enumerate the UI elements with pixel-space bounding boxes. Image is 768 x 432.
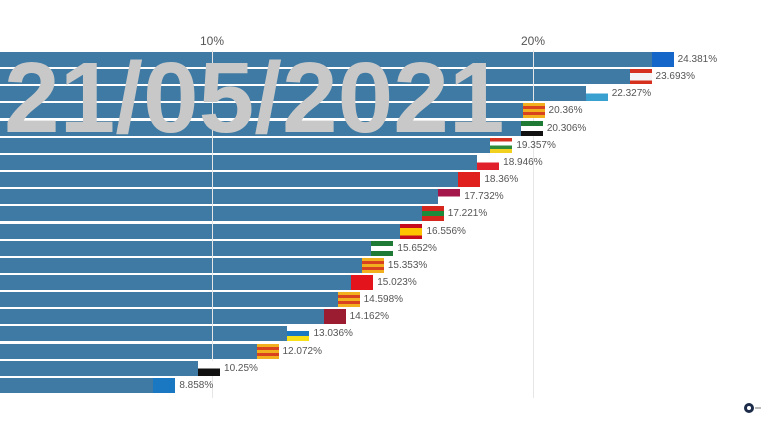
gridline [533,50,534,398]
bar [0,206,444,222]
x-tick-label: 20% [520,34,546,48]
value-label: 15.353% [387,259,428,271]
value-label: 19.357% [516,139,556,151]
la-rioja-flag-icon [490,137,513,153]
asturias-flag-icon [651,52,674,67]
canarias-flag-icon [287,326,310,342]
gridline [212,50,213,398]
value-label: 23.693% [655,71,696,83]
murcia-flag-icon [323,309,346,325]
value-label: 12.072% [282,345,322,357]
value-label: 20.306% [546,122,587,134]
castilla-leon-flag-icon [629,69,652,85]
bar [0,292,360,308]
value-label: 8.858% [179,379,214,391]
bar [0,172,481,188]
value-label: 22.327% [611,88,652,100]
baleares-flag-icon [256,343,279,359]
bar [0,257,384,273]
bar [0,309,346,325]
cataluna-flag-icon [337,292,360,308]
bar [0,377,176,393]
value-label: 17.221% [447,208,488,220]
value-label: 16.556% [426,225,466,237]
bar [0,69,652,85]
value-label: 13.036% [313,328,353,340]
melilla-flag-icon [153,377,176,393]
value-label: 18.36% [484,174,519,186]
bar [0,120,543,136]
x-tick-label: 10% [199,34,225,48]
value-label: 14.162% [349,311,390,323]
andalucia-flag-icon [371,240,394,256]
channel-logo-icon [744,403,754,413]
bar [0,154,500,170]
ceuta-flag-icon [198,360,221,376]
pais-vasco-flag-icon [421,206,444,222]
extremadura-flag-icon [520,120,543,136]
bar [0,223,423,239]
bar [0,326,310,342]
value-label: 15.652% [397,242,437,254]
bar [0,189,461,205]
bar [0,274,374,290]
value-label: 17.732% [464,191,504,203]
galicia-flag-icon [585,86,608,102]
cantabria-flag-icon [477,154,500,170]
bar [0,343,279,359]
navarra-flag-icon [458,172,481,188]
comunidad-valenciana-flag-icon [361,257,384,273]
date-watermark: 21/05/2021 [4,42,505,154]
value-label: 10.25% [224,362,258,374]
value-label: 14.598% [363,294,404,306]
bar [0,137,513,153]
value-label: 24.381% [677,54,718,65]
value-label: 18.946% [503,156,543,168]
bar [0,103,545,119]
spain-flag-icon [400,223,423,239]
madrid-flag-icon [351,274,374,290]
bar [0,240,394,256]
castilla-la-mancha-flag-icon [438,189,461,205]
channel-logo-mark [755,407,761,409]
bar [0,360,221,376]
bar [0,52,674,67]
aragon-flag-icon [522,103,545,119]
value-label: 20.36% [548,105,583,117]
value-label: 15.023% [377,276,417,288]
bar [0,86,608,102]
